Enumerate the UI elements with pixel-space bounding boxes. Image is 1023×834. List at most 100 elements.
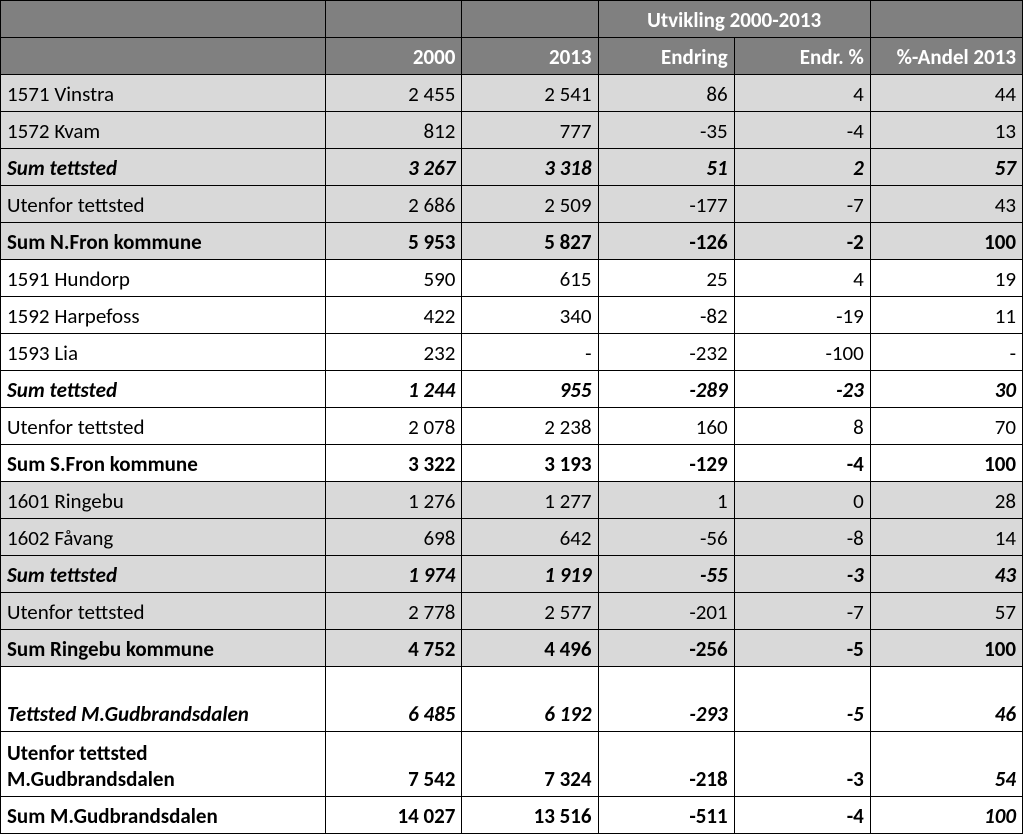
row-value: 100 [870,223,1022,260]
col-header-1: 2000 [326,38,462,75]
row-label: 1602 Fåvang [1,519,326,556]
row-value: 1 974 [326,556,462,593]
row-label: 1572 Kvam [1,112,326,149]
row-value: -7 [734,593,870,630]
row-value: 2 078 [326,408,462,445]
row-value: 812 [326,112,462,149]
col-header-2: 2013 [462,38,598,75]
row-value: 14 [870,519,1022,556]
table-row: Utenfor tettsted M.Gudbrandsdalen7 5427 … [1,732,1023,797]
row-label: 1593 Lia [1,334,326,371]
row-label: Sum tettsted [1,371,326,408]
row-value: 44 [870,75,1022,112]
table-row: 1572 Kvam812777-35-413 [1,112,1023,149]
row-value: 57 [870,149,1022,186]
row-value: 615 [462,260,598,297]
row-value: 2 577 [462,593,598,630]
row-value: 1 277 [462,482,598,519]
row-value: 57 [870,593,1022,630]
table-row: 1601 Ringebu1 2761 2771028 [1,482,1023,519]
table-row: 1602 Fåvang698642-56-814 [1,519,1023,556]
row-value: 1 244 [326,371,462,408]
row-value: -19 [734,297,870,334]
header-blank-5 [870,1,1022,38]
row-value: -177 [598,186,734,223]
row-value: -23 [734,371,870,408]
row-value: 51 [598,149,734,186]
row-value: -5 [734,667,870,732]
row-value: 28 [870,482,1022,519]
row-label: Sum Ringebu kommune [1,630,326,667]
row-value: 2 686 [326,186,462,223]
row-value: 13 516 [462,797,598,834]
col-header-5: %-Andel 2013 [870,38,1022,75]
row-value: 5 953 [326,223,462,260]
row-value: -201 [598,593,734,630]
row-value: 698 [326,519,462,556]
population-table: Utvikling 2000-2013 2000 2013 Endring En… [0,0,1023,834]
row-value: 14 027 [326,797,462,834]
row-value: 777 [462,112,598,149]
row-value: 0 [734,482,870,519]
row-value: -126 [598,223,734,260]
table-row: Sum tettsted3 2673 31851257 [1,149,1023,186]
row-value: -511 [598,797,734,834]
row-value: -232 [598,334,734,371]
table-row: Sum tettsted1 244955-289-2330 [1,371,1023,408]
row-value: 43 [870,186,1022,223]
row-value: -100 [734,334,870,371]
row-value: 642 [462,519,598,556]
row-value: 11 [870,297,1022,334]
row-value: 955 [462,371,598,408]
row-label: Sum N.Fron kommune [1,223,326,260]
header-group-label: Utvikling 2000-2013 [598,1,870,38]
row-value: 25 [598,260,734,297]
row-label: 1571 Vinstra [1,75,326,112]
row-value: -4 [734,112,870,149]
row-value: 4 496 [462,630,598,667]
row-value: 4 752 [326,630,462,667]
row-label: Sum M.Gudbrandsdalen [1,797,326,834]
row-value: 1 [598,482,734,519]
header-blank-1 [326,1,462,38]
col-header-4: Endr. % [734,38,870,75]
row-value: 86 [598,75,734,112]
row-label: Tettsted M.Gudbrandsdalen [1,667,326,732]
row-value: 30 [870,371,1022,408]
row-value: -4 [734,797,870,834]
row-value: 100 [870,797,1022,834]
row-value: -82 [598,297,734,334]
table-body: 1571 Vinstra2 4552 541864441572 Kvam8127… [1,75,1023,834]
row-value: 2 541 [462,75,598,112]
row-label: 1592 Harpefoss [1,297,326,334]
row-label: Sum tettsted [1,556,326,593]
col-header-0 [1,38,326,75]
row-value: 7 542 [326,732,462,797]
row-label: Utenfor tettsted [1,186,326,223]
table-row: Utenfor tettsted2 7782 577-201-757 [1,593,1023,630]
row-value: 4 [734,260,870,297]
row-value: 6 485 [326,667,462,732]
row-value: 1 919 [462,556,598,593]
header-group-row: Utvikling 2000-2013 [1,1,1023,38]
row-value: 3 193 [462,445,598,482]
row-value: 100 [870,630,1022,667]
table-row: 1592 Harpefoss422340-82-1911 [1,297,1023,334]
row-label: 1601 Ringebu [1,482,326,519]
table-row: Utenfor tettsted2 6862 509-177-743 [1,186,1023,223]
table-row: Sum tettsted1 9741 919-55-343 [1,556,1023,593]
row-label: Utenfor tettsted [1,593,326,630]
row-value: 1 276 [326,482,462,519]
col-header-3: Endring [598,38,734,75]
row-value: 232 [326,334,462,371]
row-label: Sum S.Fron kommune [1,445,326,482]
row-value: 43 [870,556,1022,593]
row-value: -8 [734,519,870,556]
row-value: 2 [734,149,870,186]
row-value: -35 [598,112,734,149]
row-value: -218 [598,732,734,797]
row-value: -293 [598,667,734,732]
table-row: Sum Ringebu kommune4 7524 496-256-5100 [1,630,1023,667]
row-value: 8 [734,408,870,445]
row-value: 2 509 [462,186,598,223]
